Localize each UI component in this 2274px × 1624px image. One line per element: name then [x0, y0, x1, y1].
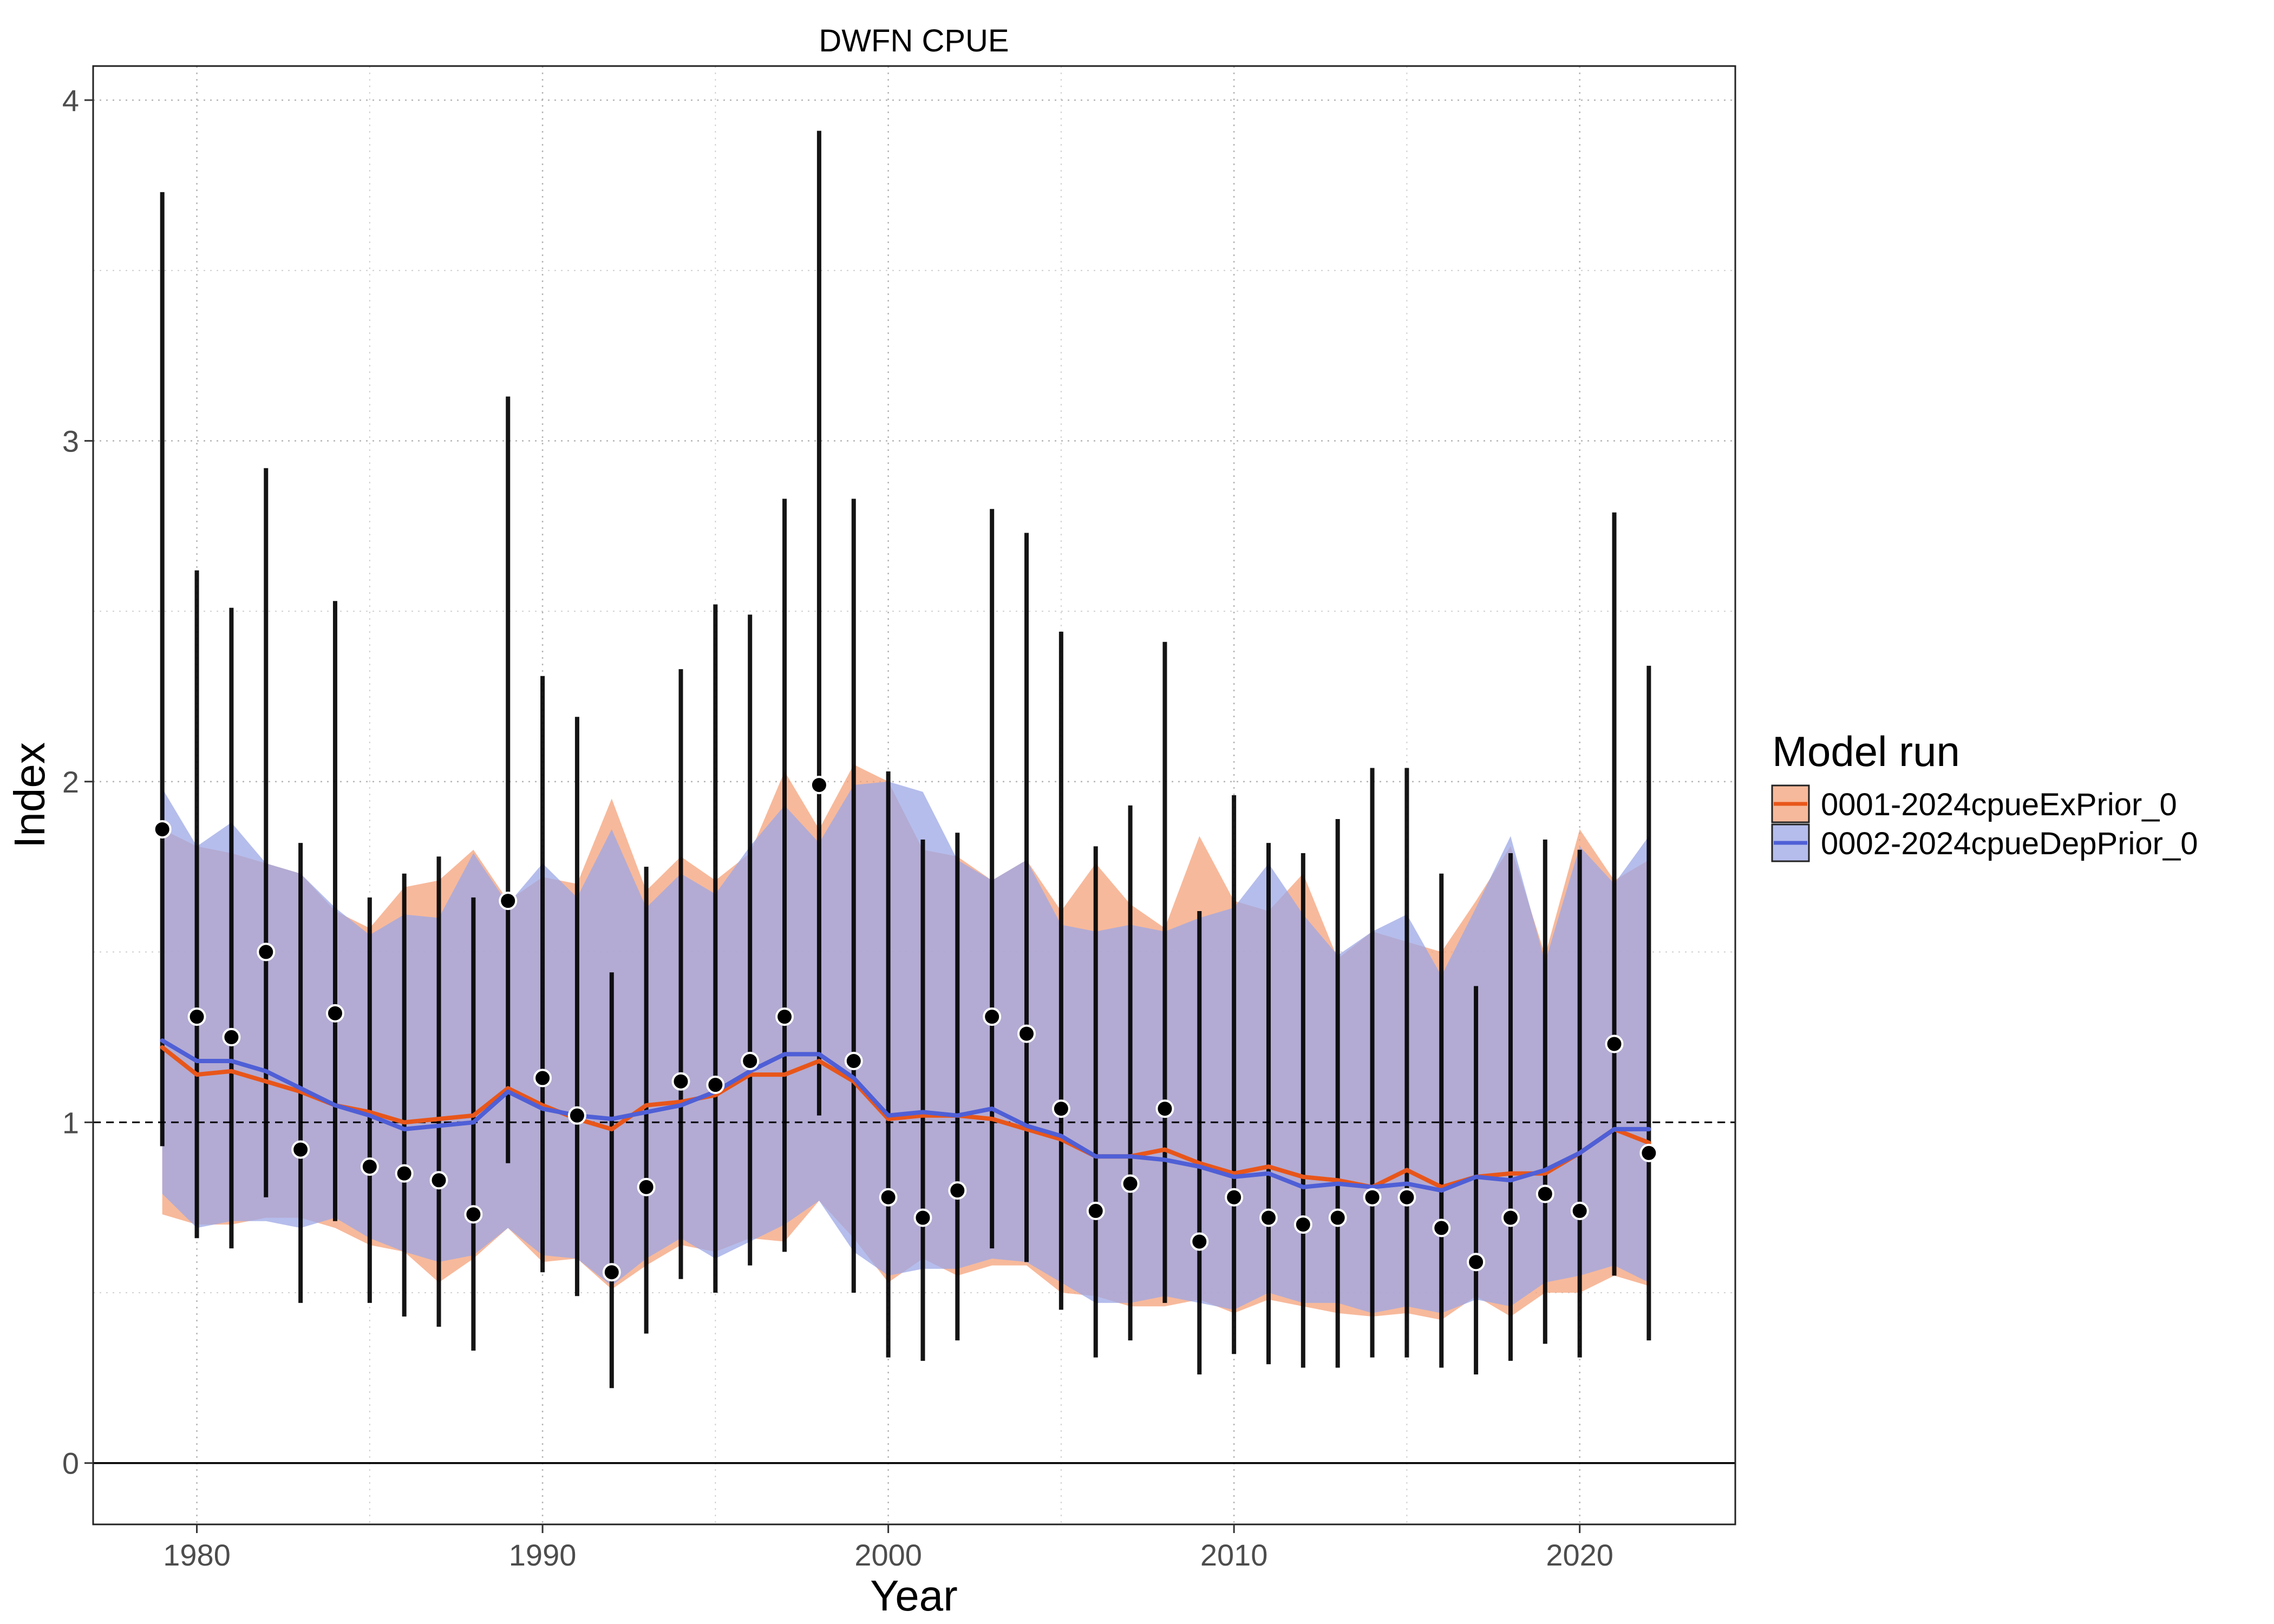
observed-point-1981: [222, 1027, 241, 1046]
legend-title: Model run: [1772, 728, 1960, 775]
observed-point-1985: [360, 1157, 379, 1176]
observed-point-2000: [879, 1188, 898, 1207]
observed-point-1990: [533, 1069, 552, 1088]
observed-point-1997: [775, 1007, 794, 1026]
observed-point-2009: [1190, 1232, 1209, 1251]
x-axis-ticks: 1980 1990 2000 2010 2020: [163, 1524, 1613, 1572]
observed-point-2001: [913, 1208, 932, 1227]
confidence-bands: [162, 764, 1649, 1320]
observed-point-1992: [602, 1263, 621, 1282]
observed-point-1995: [706, 1076, 725, 1095]
observed-point-1979: [153, 820, 172, 839]
legend-label-1: 0002-2024cpueDepPrior_0: [1821, 826, 2198, 861]
reference-lines: [93, 1121, 1735, 1464]
observed-point-1994: [671, 1072, 690, 1091]
series-line-0: [160, 1045, 1651, 1189]
series-lines: [160, 1038, 1651, 1193]
observed-point-1984: [325, 1004, 344, 1023]
observed-point-2011: [1259, 1208, 1278, 1227]
observed-point-1993: [637, 1177, 656, 1196]
observed-point-2021: [1605, 1034, 1624, 1053]
observed-point-2014: [1363, 1188, 1382, 1207]
observed-point-1988: [464, 1205, 483, 1224]
observed-point-2019: [1535, 1184, 1554, 1203]
observed-point-2020: [1570, 1201, 1589, 1220]
y-tick-label-1: 1: [62, 1105, 79, 1140]
y-axis-ticks: 0 1 2 3 4: [62, 83, 93, 1481]
legend: Model run 0001-2024cpueExPrior_0 0002-20…: [1771, 728, 2198, 862]
observed-point-2016: [1432, 1219, 1451, 1237]
series-line-1: [160, 1038, 1651, 1193]
x-tick-label-1980: 1980: [163, 1538, 231, 1572]
observed-point-2015: [1397, 1188, 1416, 1207]
y-tick-label-0: 0: [62, 1446, 79, 1481]
chart-title: DWFN CPUE: [819, 23, 1009, 58]
x-tick-label-1990: 1990: [509, 1538, 577, 1572]
observed-point-2022: [1639, 1143, 1658, 1162]
observed-point-1996: [741, 1051, 760, 1070]
observed-point-1989: [499, 892, 518, 911]
observed-points: [153, 776, 1658, 1282]
observed-point-2017: [1467, 1253, 1486, 1272]
observed-point-2003: [983, 1007, 1002, 1026]
observed-point-2007: [1121, 1174, 1140, 1193]
observed-point-1999: [844, 1051, 863, 1070]
y-tick-label-2: 2: [62, 765, 79, 799]
observed-error-bars: [160, 130, 1651, 1389]
x-axis-title: Year: [870, 1571, 958, 1620]
observed-point-1987: [429, 1171, 448, 1190]
plot-border: [92, 65, 1736, 1525]
legend-item-1: 0002-2024cpueDepPrior_0: [1771, 823, 2198, 862]
observed-point-2012: [1293, 1215, 1312, 1234]
observed-point-1986: [395, 1164, 414, 1183]
x-tick-label-2020: 2020: [1546, 1538, 1613, 1572]
y-tick-label-3: 3: [62, 424, 79, 458]
y-tick-label-4: 4: [62, 83, 79, 117]
x-tick-label-2010: 2010: [1200, 1538, 1268, 1572]
observed-point-2005: [1051, 1099, 1070, 1118]
y-axis-title: Index: [5, 742, 54, 848]
observed-point-2013: [1328, 1208, 1347, 1227]
observed-point-2018: [1501, 1208, 1520, 1227]
observed-point-1980: [187, 1007, 206, 1026]
legend-label-0: 0001-2024cpueExPrior_0: [1821, 787, 2177, 822]
observed-point-2010: [1225, 1188, 1244, 1207]
legend-item-0: 0001-2024cpueExPrior_0: [1771, 784, 2177, 823]
observed-point-1983: [291, 1140, 310, 1159]
observed-point-2008: [1155, 1099, 1174, 1118]
observed-point-2006: [1086, 1201, 1105, 1220]
confidence-band-1: [162, 781, 1649, 1313]
observed-point-2002: [948, 1181, 967, 1200]
observed-point-1982: [257, 942, 276, 961]
x-tick-label-2000: 2000: [854, 1538, 922, 1572]
observed-point-2004: [1017, 1024, 1036, 1043]
observed-point-1991: [567, 1106, 586, 1125]
observed-point-1998: [809, 776, 828, 795]
